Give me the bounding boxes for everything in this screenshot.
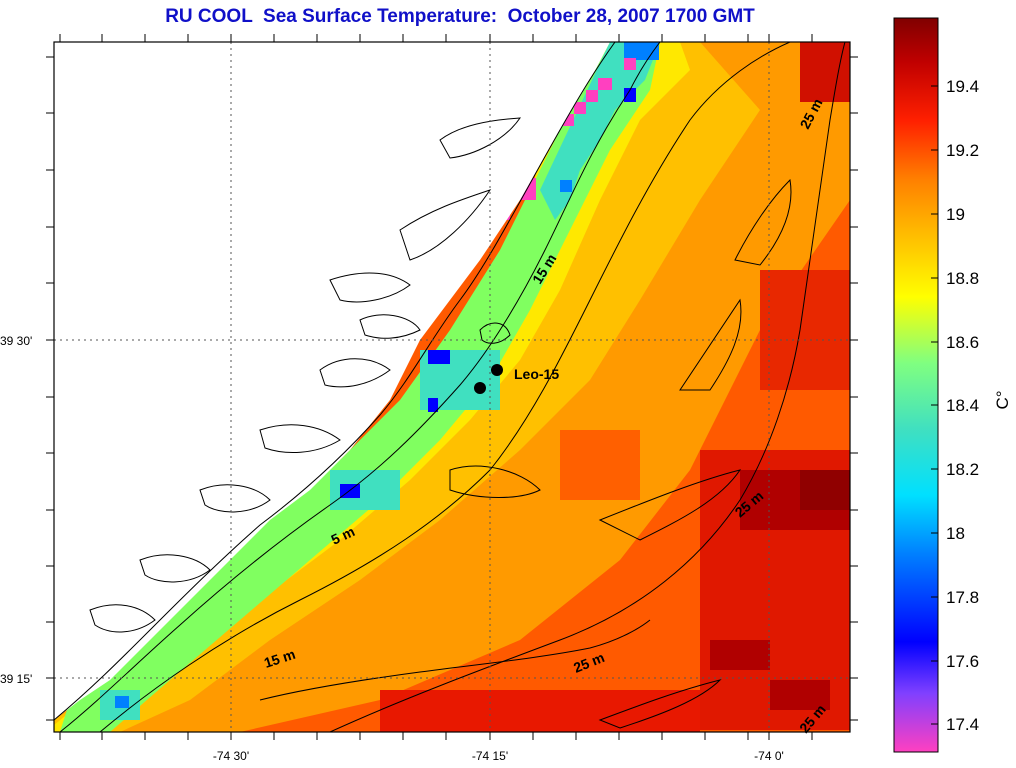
lat-label-39-30: 39 30' [0, 334, 32, 348]
colorbar-tick-18-2: 18.2 [946, 460, 979, 479]
colorbar-tick-19-2: 19.2 [946, 141, 979, 160]
colorbar-tick-17-4: 17.4 [946, 715, 979, 734]
graticule [54, 42, 850, 732]
colorbar-unit-label: C° [993, 390, 1012, 409]
station-marker-offshore [491, 364, 503, 376]
colorbar-tick-19: 19 [946, 205, 965, 224]
lon-label-74-15: -74 15' [472, 749, 508, 763]
colorbar-tick-19-4: 19.4 [946, 77, 979, 96]
lon-label-74-30: -74 30' [213, 749, 249, 763]
colorbar-tick-18-6: 18.6 [946, 333, 979, 352]
colorbar-tick-18-4: 18.4 [946, 396, 979, 415]
colorbar-tick-17-8: 17.8 [946, 588, 979, 607]
colorbar-ticks [931, 85, 938, 725]
map-frame [53, 41, 851, 733]
coastline-contours [54, 42, 846, 732]
station-marker-inshore [474, 382, 486, 394]
station-label: Leo-15 [514, 366, 559, 382]
figure-title: RU COOL Sea Surface Temperature: October… [165, 6, 755, 27]
colorbar-tick-18-8: 18.8 [946, 269, 979, 288]
colorbar-tick-17-6: 17.6 [946, 652, 979, 671]
colorbar [893, 17, 939, 753]
lon-label-74-0: -74 0' [754, 749, 784, 763]
frame-ticks [46, 34, 858, 740]
sst-field [54, 42, 850, 732]
colorbar-tick-18: 18 [946, 524, 965, 543]
lat-label-39-15: 39 15' [0, 672, 32, 686]
